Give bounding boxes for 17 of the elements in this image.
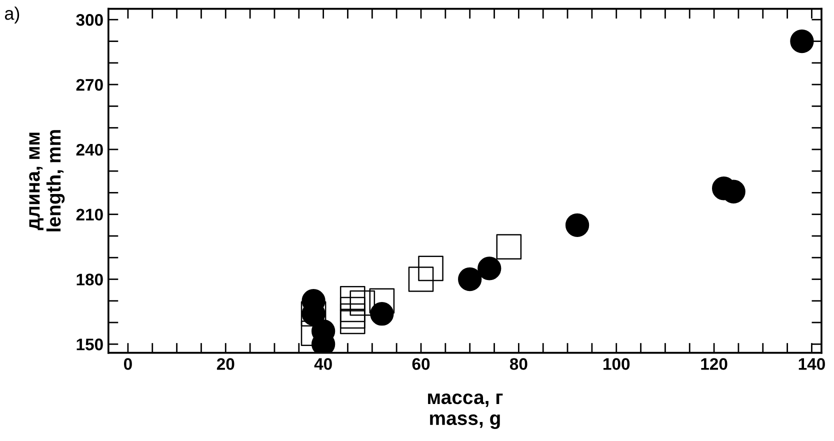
y-tick-label: 210 (76, 208, 103, 221)
x-tick-label: 0 (124, 358, 132, 370)
x-tick-label: 140 (798, 358, 825, 370)
x-tick-label: 100 (604, 358, 630, 370)
x-tick-label: 60 (412, 358, 430, 370)
x-tick-label: 20 (216, 358, 234, 370)
y-axis-title: длина, мм length, mm (29, 130, 65, 232)
y-tick-label: 300 (76, 14, 103, 26)
x-tick-label: 120 (701, 358, 728, 370)
y-tick-label: 240 (76, 144, 103, 156)
text: a) (4, 6, 20, 24)
y-tick-label: 270 (76, 78, 103, 91)
y-tick-label: 180 (76, 274, 103, 286)
y-tick-label: 150 (76, 338, 103, 350)
x-axis-title: масса, г mass, g (428, 393, 503, 430)
x-tick-label: 40 (314, 358, 332, 370)
x-tick-label: 80 (510, 358, 528, 370)
